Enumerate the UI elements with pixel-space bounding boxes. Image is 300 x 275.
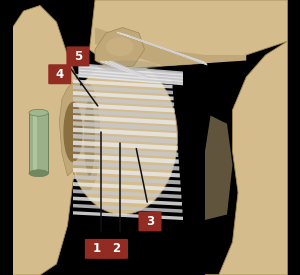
Polygon shape bbox=[73, 182, 181, 191]
Polygon shape bbox=[205, 116, 232, 220]
Ellipse shape bbox=[63, 102, 82, 162]
Polygon shape bbox=[73, 85, 173, 94]
Polygon shape bbox=[124, 34, 206, 65]
Polygon shape bbox=[95, 28, 246, 66]
Polygon shape bbox=[79, 73, 183, 84]
Ellipse shape bbox=[84, 99, 95, 176]
Polygon shape bbox=[129, 35, 207, 65]
Polygon shape bbox=[120, 33, 206, 64]
Polygon shape bbox=[127, 35, 207, 65]
Polygon shape bbox=[79, 63, 183, 74]
Polygon shape bbox=[79, 65, 183, 76]
FancyBboxPatch shape bbox=[66, 46, 89, 66]
Polygon shape bbox=[89, 0, 287, 69]
Text: 4: 4 bbox=[56, 68, 64, 81]
Polygon shape bbox=[119, 32, 205, 64]
FancyBboxPatch shape bbox=[85, 239, 108, 259]
Polygon shape bbox=[107, 60, 148, 78]
Polygon shape bbox=[95, 28, 145, 69]
Polygon shape bbox=[59, 77, 84, 176]
Polygon shape bbox=[13, 6, 84, 275]
Polygon shape bbox=[73, 134, 177, 144]
Polygon shape bbox=[73, 74, 172, 82]
Ellipse shape bbox=[29, 170, 48, 177]
Polygon shape bbox=[79, 74, 183, 85]
Polygon shape bbox=[73, 109, 175, 119]
Polygon shape bbox=[73, 197, 182, 206]
Polygon shape bbox=[109, 60, 149, 78]
Text: 3: 3 bbox=[146, 215, 154, 228]
Polygon shape bbox=[112, 60, 150, 78]
Polygon shape bbox=[73, 79, 172, 89]
Ellipse shape bbox=[68, 60, 178, 215]
Polygon shape bbox=[103, 60, 146, 78]
Polygon shape bbox=[122, 33, 206, 64]
Polygon shape bbox=[73, 147, 178, 157]
Polygon shape bbox=[79, 70, 183, 81]
Bar bbox=[33, 113, 37, 173]
Ellipse shape bbox=[106, 37, 134, 56]
Polygon shape bbox=[105, 60, 147, 78]
FancyBboxPatch shape bbox=[139, 211, 162, 231]
Polygon shape bbox=[73, 91, 174, 100]
Polygon shape bbox=[73, 168, 180, 177]
Text: 5: 5 bbox=[74, 50, 82, 63]
Polygon shape bbox=[73, 211, 183, 220]
Polygon shape bbox=[73, 121, 176, 131]
Polygon shape bbox=[73, 204, 182, 213]
Ellipse shape bbox=[29, 109, 48, 116]
Text: 2: 2 bbox=[112, 242, 121, 255]
Polygon shape bbox=[205, 41, 287, 275]
Bar bbox=[29, 113, 48, 173]
Polygon shape bbox=[125, 34, 207, 65]
FancyBboxPatch shape bbox=[48, 64, 71, 84]
Text: 1: 1 bbox=[92, 242, 101, 255]
Polygon shape bbox=[117, 32, 205, 63]
Polygon shape bbox=[73, 97, 174, 106]
Polygon shape bbox=[100, 60, 145, 78]
Ellipse shape bbox=[73, 82, 100, 192]
Polygon shape bbox=[73, 175, 180, 185]
Polygon shape bbox=[79, 66, 183, 77]
Polygon shape bbox=[73, 189, 182, 199]
Polygon shape bbox=[73, 154, 179, 164]
Polygon shape bbox=[73, 103, 175, 112]
Ellipse shape bbox=[98, 60, 158, 72]
Polygon shape bbox=[73, 141, 178, 150]
Polygon shape bbox=[79, 68, 183, 79]
FancyBboxPatch shape bbox=[105, 239, 128, 259]
Polygon shape bbox=[73, 115, 176, 125]
Polygon shape bbox=[73, 128, 177, 138]
Polygon shape bbox=[73, 161, 179, 170]
Polygon shape bbox=[79, 71, 183, 82]
